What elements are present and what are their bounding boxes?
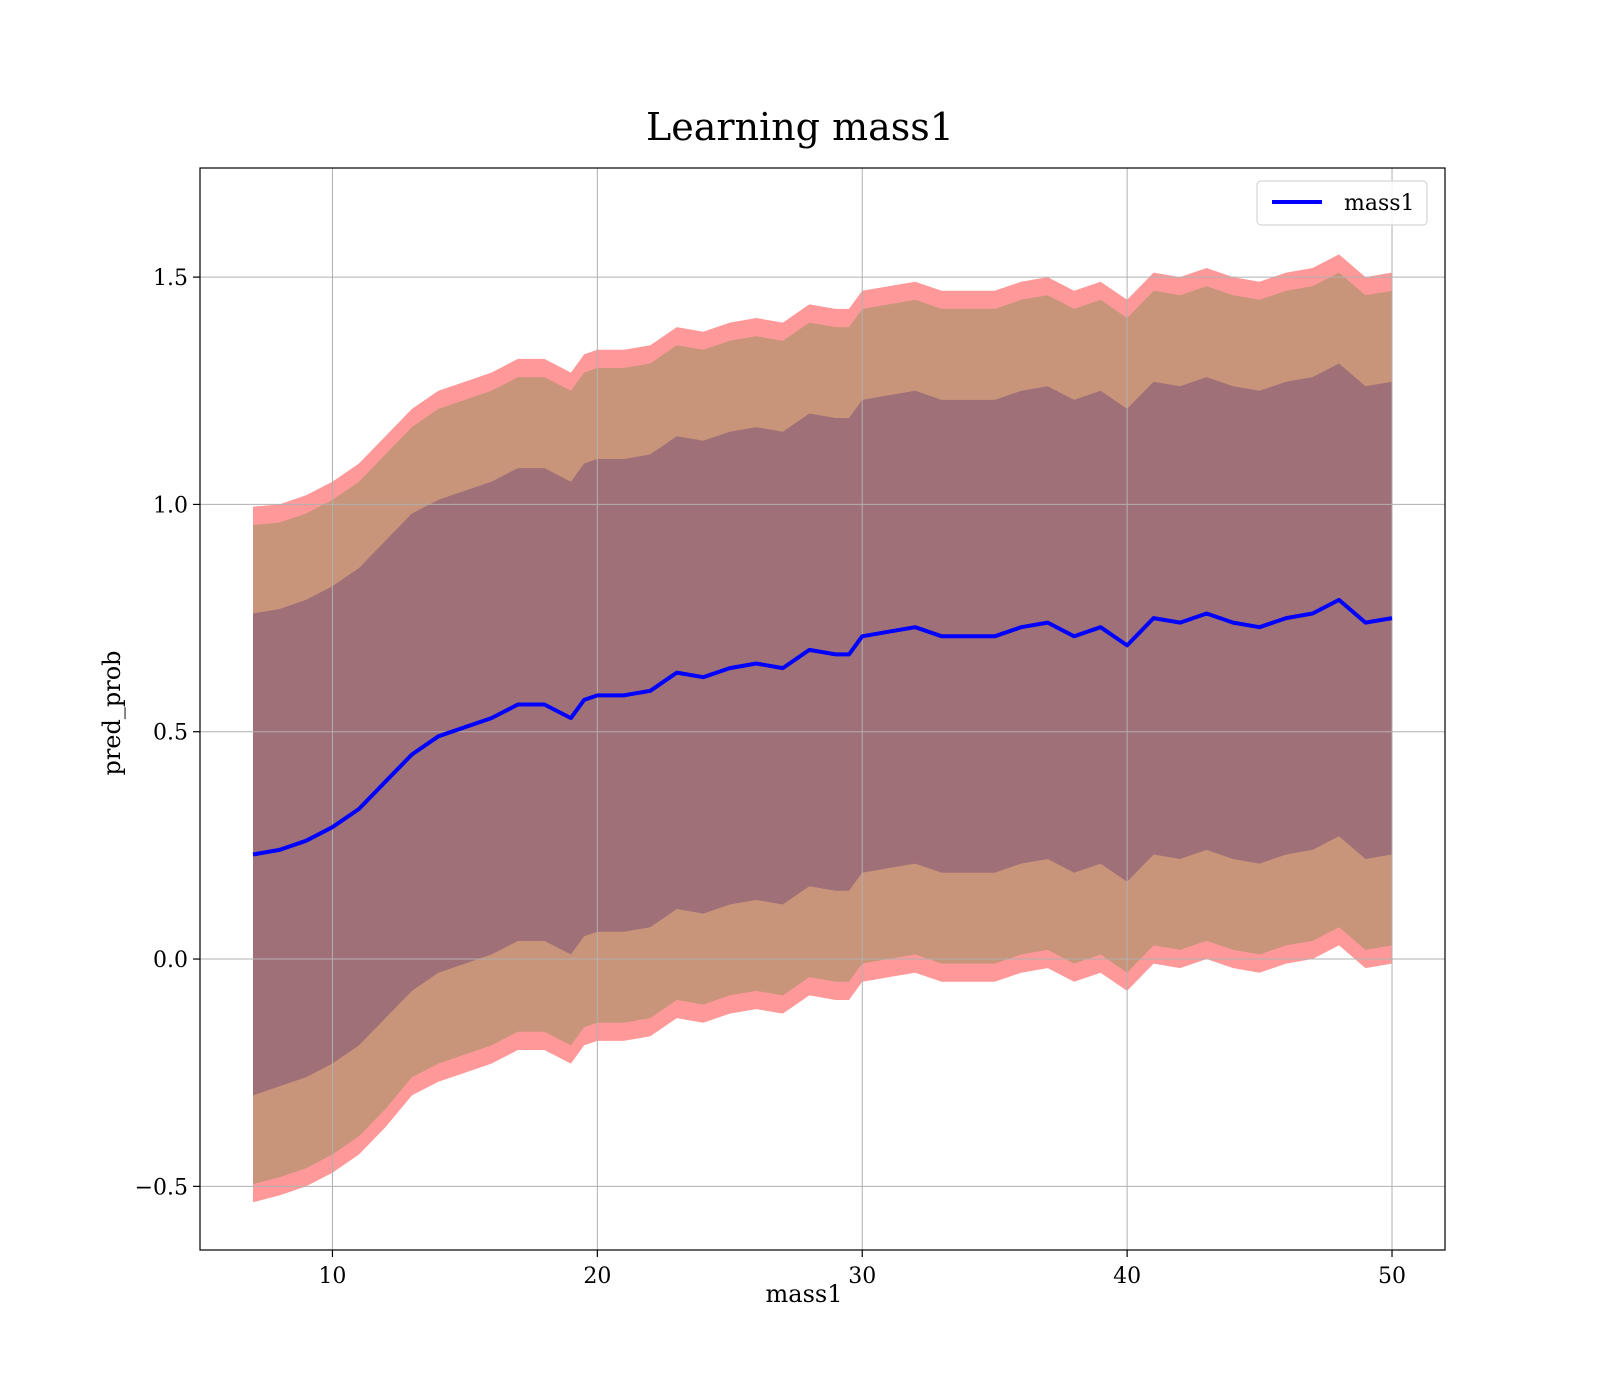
x-tick-label: 40 <box>1113 1264 1141 1289</box>
x-tick-label: 20 <box>583 1264 611 1289</box>
plot-frame <box>199 167 1446 1251</box>
y-axis-ticks: −0.5 0.0 0.5 1.0 1.5 <box>135 266 200 1200</box>
grid-lines <box>200 168 1445 1250</box>
y-tick-label: 0.5 <box>153 721 188 746</box>
y-axis-label: pred_prob <box>98 650 126 775</box>
y-tick-label: −0.5 <box>135 1175 188 1200</box>
plot-area <box>199 167 1446 1251</box>
legend: mass1 <box>1256 180 1428 226</box>
chart-title: Learning mass1 <box>646 105 954 149</box>
x-axis-ticks: 10 20 30 40 50 <box>318 1250 1406 1289</box>
x-tick-label: 10 <box>318 1264 346 1289</box>
confidence-bands <box>253 254 1392 1203</box>
x-tick-label: 50 <box>1378 1264 1406 1289</box>
x-axis-label: mass1 <box>766 1280 843 1308</box>
legend-label: mass1 <box>1344 191 1415 216</box>
band-inner <box>253 363 1392 1096</box>
series-line-mass1 <box>252 597 1393 857</box>
legend-box <box>1256 180 1428 226</box>
series-lines <box>252 597 1393 857</box>
y-tick-label: 1.0 <box>153 493 188 518</box>
y-tick-label: 0.0 <box>153 948 188 973</box>
y-tick-label: 1.5 <box>153 266 188 291</box>
x-tick-label: 30 <box>848 1264 876 1289</box>
